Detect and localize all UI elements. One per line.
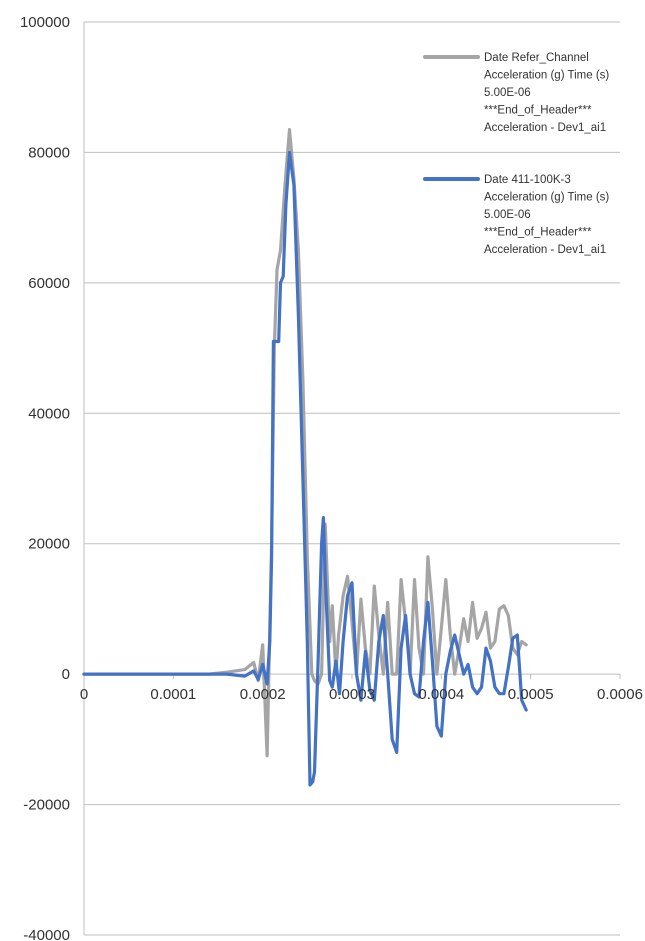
x-tick-label: 0.0003: [329, 686, 375, 703]
axes: [83, 22, 621, 935]
legend-label-2: Acceleration - Dev1_ai1: [484, 244, 606, 256]
y-tick-label: 40000: [28, 405, 70, 422]
x-tick-label: 0.0002: [240, 686, 286, 703]
x-tick-label: 0.0004: [418, 686, 464, 703]
x-tick-label: 0.0001: [150, 686, 196, 703]
legend-label-1: Date Refer_Channel: [484, 52, 589, 64]
y-tick-label: 100000: [20, 14, 70, 31]
y-tick-label: 0: [62, 666, 70, 683]
legend-label-2: Acceleration (g) Time (s): [484, 192, 609, 204]
x-tick-label: 0.0005: [508, 686, 554, 703]
legend-label-2: Date 411-100K-3: [484, 174, 571, 186]
y-tick-label: -40000: [23, 927, 70, 941]
legend-label-1: 5.00E-06: [484, 87, 531, 99]
y-tick-label: -20000: [23, 797, 70, 814]
y-tick-label: 60000: [28, 275, 70, 292]
y-tick-label: 20000: [28, 536, 70, 553]
series-lines: [82, 128, 528, 787]
gridlines: [84, 21, 620, 936]
legend: Date Refer_Channel Acceleration (g) Time …: [423, 52, 609, 256]
tick-labels: 100000 80000 60000 40000 20000 0 -20000 -40000 0…: [20, 14, 643, 941]
legend-label-2: 5.00E-06: [484, 209, 531, 221]
legend-label-2: ***End_of_Header***: [484, 227, 592, 239]
series-line-1: [82, 128, 528, 758]
x-tick-label: 0.0006: [597, 686, 643, 703]
x-tick-label: 0: [80, 686, 88, 703]
legend-label-1: ***End_of_Header***: [484, 105, 592, 117]
legend-label-1: Acceleration - Dev1_ai1: [484, 122, 606, 134]
series-line-2: [82, 150, 528, 787]
legend-label-1: Acceleration (g) Time (s): [484, 70, 609, 82]
y-tick-label: 80000: [28, 144, 70, 161]
